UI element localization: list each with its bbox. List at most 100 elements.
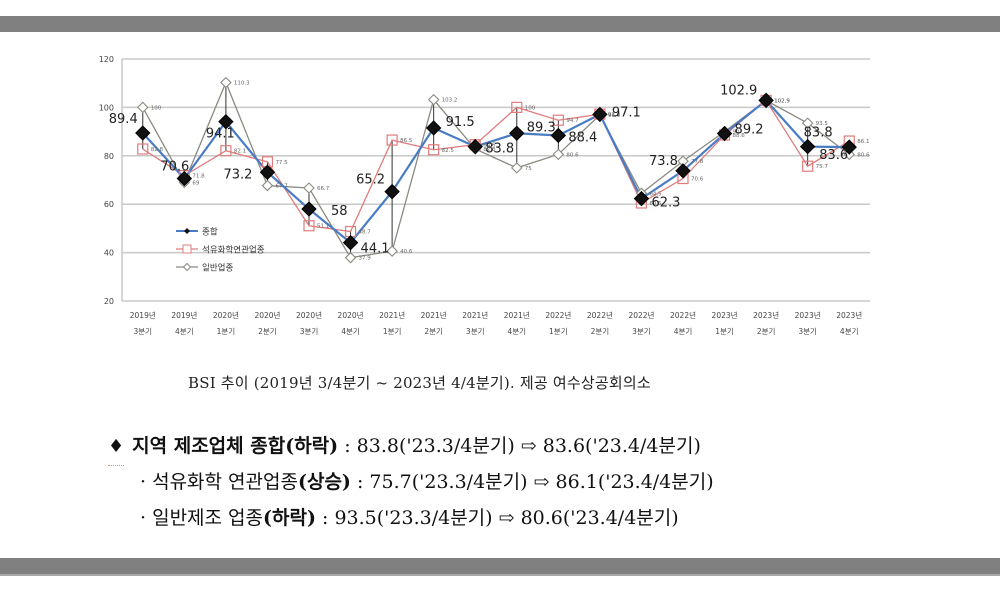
- x-tick-label-year: 2021년: [462, 310, 488, 320]
- data-label-small: 67.7: [275, 184, 288, 190]
- filled-diamond-marker-icon: [467, 138, 483, 155]
- data-label-small: 77.5: [275, 160, 288, 166]
- x-tick-label-year: 2022년: [628, 310, 654, 320]
- y-tick-label: 80: [104, 152, 114, 161]
- diamond-marker-icon: [801, 117, 814, 129]
- x-tick-label-quarter: 1분기: [383, 327, 402, 336]
- data-label-small: 100: [151, 105, 162, 111]
- x-tick-label-year: 2023년: [795, 310, 821, 320]
- data-label-total: 73.2: [223, 167, 252, 182]
- bottom-divider-bar: [0, 558, 1000, 576]
- data-label-small: 86.1: [857, 139, 869, 145]
- filled-diamond-marker-icon: [841, 139, 857, 155]
- x-tick-label-year: 2020년: [254, 310, 280, 320]
- y-tick-label: 60: [104, 200, 114, 209]
- x-tick-label-quarter: 4분기: [674, 327, 693, 336]
- x-tick-label-year: 2019년: [130, 310, 156, 320]
- x-tick-label-year: 2023년: [753, 310, 779, 320]
- data-label-small: 69: [192, 180, 199, 186]
- data-label-small: 84.6: [483, 143, 496, 149]
- diamond-marker-icon: [510, 162, 523, 174]
- filled-diamond-marker-icon: [675, 163, 691, 179]
- data-label-small: 80.6: [857, 152, 870, 158]
- filled-diamond-marker-icon: [259, 164, 276, 180]
- x-tick-label-quarter: 2분기: [258, 327, 277, 336]
- filled-diamond-marker-icon: [758, 92, 774, 109]
- data-label-total: 65.2: [356, 173, 385, 188]
- summary-main-line: ♦ 지역 제조업체 종합(하락) : 83.8('23.3/4분기) ⇨ 83.6…: [108, 428, 714, 466]
- filled-diamond-marker-icon: [509, 125, 525, 142]
- x-tick-label-quarter: 1분기: [217, 327, 236, 336]
- data-label-small: 82.8: [483, 147, 496, 153]
- data-label-small: 70.6: [691, 177, 704, 183]
- summary-petrochem-label: 석유화학 연관업종: [152, 471, 298, 493]
- x-tick-label-year: 2019년: [171, 310, 197, 320]
- data-label-small: 75: [525, 166, 532, 172]
- summary-petrochem-trend: (상승): [297, 471, 351, 493]
- data-label-total: 91.5: [446, 115, 475, 130]
- x-tick-label-quarter: 4분기: [175, 327, 194, 336]
- data-label-total: 94.1: [206, 127, 235, 142]
- filled-diamond-marker-icon: [135, 125, 151, 141]
- data-label-small: 103.2: [442, 98, 458, 104]
- data-label-small: 96.9: [608, 113, 621, 119]
- filled-diamond-marker-icon: [799, 138, 816, 155]
- data-label-small: 90: [733, 130, 740, 136]
- data-label-small: 93.5: [816, 121, 829, 127]
- data-label-total: 70.6: [160, 160, 189, 175]
- data-label-small: 100: [525, 105, 536, 111]
- x-tick-label-quarter: 3분기: [466, 327, 485, 336]
- y-tick-label: 120: [99, 55, 114, 64]
- data-label-total: 89.3: [527, 120, 556, 135]
- summary-petrochem-value: : 75.7('23.3/4분기) ⇨ 86.1('23.4/4분기): [356, 471, 714, 493]
- diamond-marker-icon: [220, 76, 232, 89]
- x-tick-label-year: 2022년: [670, 310, 696, 320]
- square-marker-icon: [511, 101, 523, 114]
- data-label-total: 58: [331, 204, 348, 219]
- legend-diamond-icon: [182, 262, 192, 272]
- diamond-marker-icon: [136, 101, 149, 114]
- y-axis-ticks: 20 40 60 80 100 120: [99, 55, 114, 306]
- dot-bullet-icon: ·: [140, 507, 147, 529]
- legend-label: 석유화학연관업종: [202, 245, 265, 256]
- data-label-small: 60.5: [649, 201, 662, 207]
- data-label-small: 66.7: [317, 186, 330, 192]
- filled-diamond-marker-icon: [218, 113, 234, 130]
- x-tick-label-year: 2021년: [421, 310, 447, 320]
- square-marker-icon: [552, 114, 564, 126]
- x-tick-label-year: 2022년: [587, 310, 613, 320]
- x-tick-label-quarter: 3분기: [632, 327, 651, 336]
- data-label-total: 83.8: [804, 126, 833, 141]
- legend-filled-diamond-icon: [184, 228, 190, 234]
- x-axis-ticks: 2019년 3분기 2019년 4분기 2020년 1분기 2020년 2분기 2020년 3분기…: [130, 310, 863, 336]
- data-label-total: 88.4: [568, 130, 597, 145]
- data-label-small: 51.1: [317, 224, 329, 230]
- data-label-total: 83.6: [819, 148, 848, 163]
- x-tick-label-year: 2020년: [213, 310, 239, 320]
- x-tick-label-quarter: 4분기: [507, 327, 526, 336]
- x-tick-label-quarter: 2분기: [757, 327, 776, 336]
- x-tick-label-quarter: 1분기: [715, 327, 734, 336]
- data-label-small: 82.5: [442, 148, 455, 154]
- x-tick-label-quarter: 4분기: [840, 327, 859, 336]
- data-label-small: 77.8: [691, 159, 704, 165]
- series-line: [142, 80, 850, 259]
- data-label-small: 88.6: [733, 133, 746, 139]
- x-tick-label-quarter: 2분기: [424, 327, 443, 336]
- data-label-small: 82.8: [151, 147, 164, 153]
- y-tick-label: 40: [104, 249, 114, 258]
- data-label-small: 71.8: [192, 174, 205, 180]
- data-label-total: 97.1: [612, 105, 641, 120]
- filled-diamond-marker-icon: [716, 125, 733, 142]
- x-tick-label-quarter: 3분기: [300, 327, 319, 336]
- diamond-marker-icon: [344, 251, 357, 264]
- top-divider-bar: [0, 16, 1000, 32]
- data-label-small: 102.9: [774, 98, 790, 104]
- y-tick-label: 100: [99, 103, 114, 112]
- x-tick-label-year: 2023년: [712, 310, 738, 320]
- data-label-total: 102.9: [720, 83, 757, 98]
- filled-diamond-marker-icon: [384, 183, 400, 200]
- filled-diamond-marker-icon: [342, 234, 359, 251]
- diamond-marker-icon: [427, 93, 440, 106]
- series-line: [142, 99, 850, 233]
